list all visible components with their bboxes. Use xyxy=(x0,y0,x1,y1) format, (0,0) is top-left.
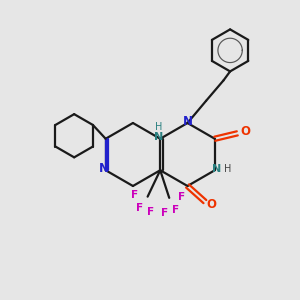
Text: F: F xyxy=(136,203,143,213)
Text: F: F xyxy=(147,207,154,217)
Text: H: H xyxy=(155,122,162,132)
Text: F: F xyxy=(130,190,138,200)
Text: F: F xyxy=(178,192,185,202)
Text: H: H xyxy=(224,164,231,174)
Text: F: F xyxy=(161,208,168,218)
Text: N: N xyxy=(212,164,221,174)
Text: O: O xyxy=(206,197,217,211)
Text: N: N xyxy=(99,162,109,175)
Text: N: N xyxy=(154,132,163,142)
Text: F: F xyxy=(172,206,179,215)
Text: N: N xyxy=(182,115,193,128)
Text: O: O xyxy=(241,125,251,138)
